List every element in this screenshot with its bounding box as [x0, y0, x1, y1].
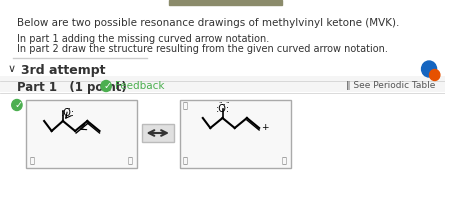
Bar	[169, 0, 282, 5]
Text: +: +	[261, 124, 268, 133]
Text: ‖ See Periodic Table: ‖ See Periodic Table	[346, 81, 435, 90]
Text: ∨: ∨	[8, 64, 16, 74]
Text: In part 2 draw the structure resulting from the given curved arrow notation.: In part 2 draw the structure resulting f…	[17, 44, 388, 54]
Text: ··: ··	[218, 100, 222, 106]
FancyBboxPatch shape	[0, 76, 445, 92]
Text: ⛶: ⛶	[282, 156, 287, 165]
Text: Below are two possible resonance drawings of methylvinyl ketone (MVK).: Below are two possible resonance drawing…	[17, 18, 399, 28]
Circle shape	[429, 70, 440, 80]
Text: ⓘ: ⓘ	[29, 156, 34, 165]
Text: 🔒: 🔒	[182, 101, 187, 110]
Circle shape	[12, 99, 22, 111]
FancyBboxPatch shape	[26, 100, 137, 168]
Text: :Ö:: :Ö:	[216, 104, 229, 114]
Text: Part 1   (1 point): Part 1 (1 point)	[17, 81, 127, 94]
Text: ⓘ: ⓘ	[182, 156, 187, 165]
Text: In part 1 adding the missing curved arrow notation.: In part 1 adding the missing curved arro…	[17, 34, 269, 44]
Text: :Ö:: :Ö:	[61, 108, 75, 118]
FancyBboxPatch shape	[180, 100, 291, 168]
Text: Feedback: Feedback	[115, 81, 164, 91]
Circle shape	[421, 61, 437, 77]
Text: ✓: ✓	[104, 81, 112, 91]
Text: ⛶: ⛶	[128, 156, 133, 165]
Circle shape	[101, 80, 111, 92]
Text: ✓: ✓	[15, 100, 23, 110]
Text: ··: ··	[225, 100, 230, 106]
FancyBboxPatch shape	[142, 124, 173, 142]
Text: 3rd attempt: 3rd attempt	[21, 64, 105, 77]
